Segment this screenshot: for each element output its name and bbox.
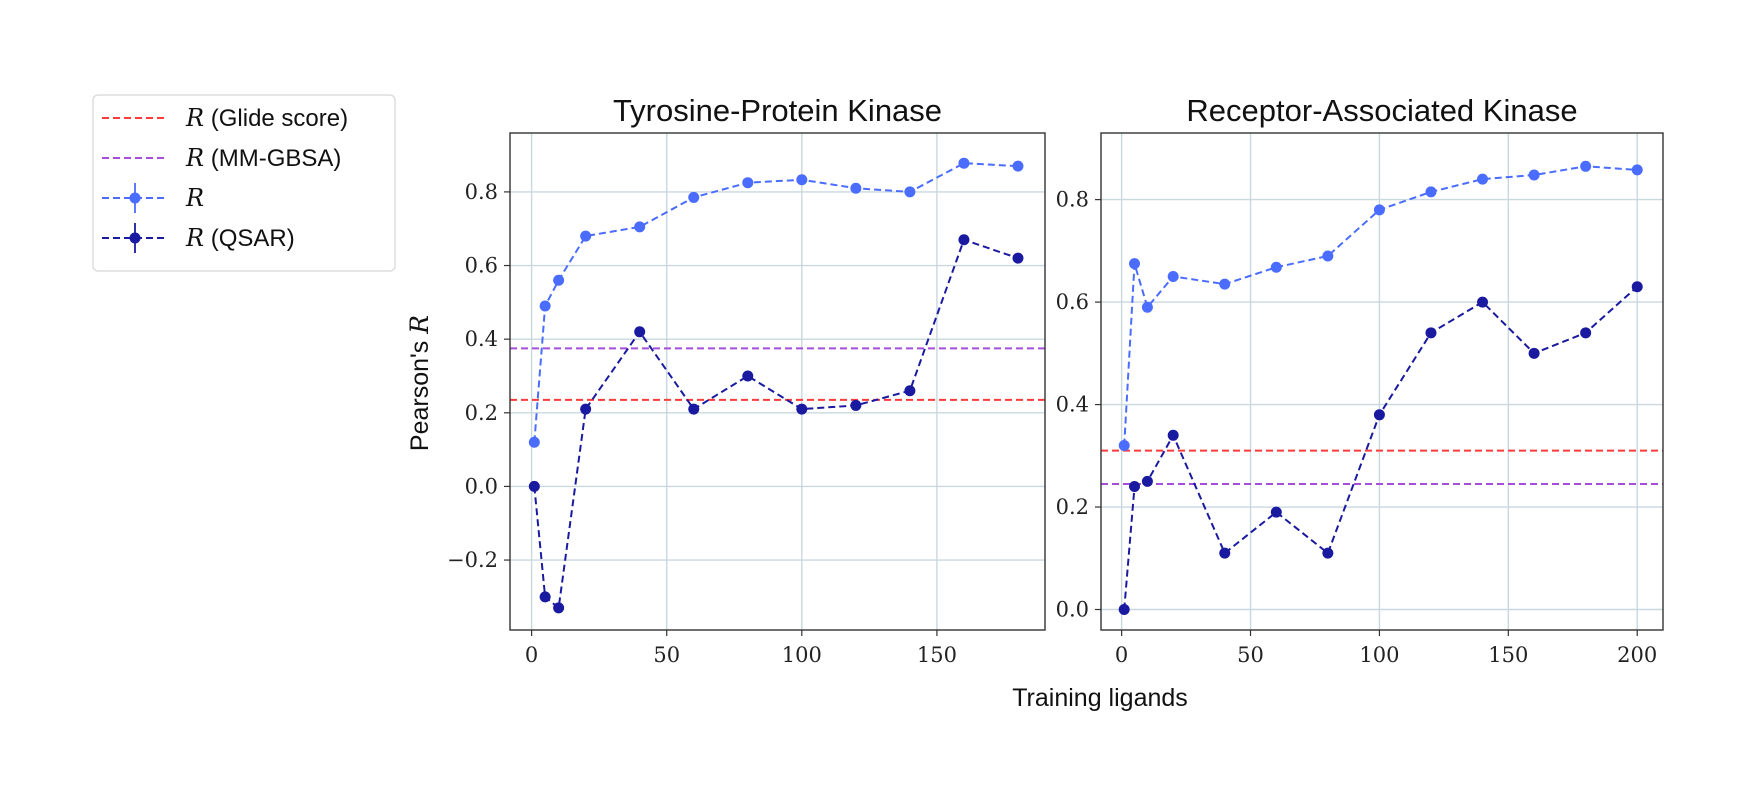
r-data-point xyxy=(1631,164,1643,176)
qsar-data-point xyxy=(634,326,646,338)
qsar-data-point xyxy=(1580,327,1592,339)
legend-label: R xyxy=(185,184,204,212)
legend-label: R (QSAR) xyxy=(185,224,295,252)
qsar-data-point xyxy=(1477,296,1489,308)
r-data-point xyxy=(1528,169,1540,181)
r-data-point xyxy=(742,177,754,189)
x-tick-label: 50 xyxy=(653,643,680,667)
qsar-data-point xyxy=(539,591,551,603)
qsar-series-line xyxy=(533,238,1019,610)
qsar-data-point xyxy=(1118,604,1130,616)
qsar-series-line xyxy=(1123,285,1638,610)
r-data-point xyxy=(1012,160,1024,172)
r-data-point xyxy=(1219,278,1231,290)
legend-label: R (Glide score) xyxy=(185,104,348,132)
x-tick-label: 200 xyxy=(1617,643,1657,667)
r-data-point xyxy=(1141,301,1153,313)
legend-frame xyxy=(92,94,396,272)
qsar-data-point xyxy=(1528,347,1540,359)
panel-tyrosine-protein-kinase: 0 50 100 150 −0.2 0.0 0.2 0.4 0.6 0.8 Tyrosine-Pro… xyxy=(447,93,1046,667)
qsar-data-point xyxy=(553,602,565,614)
qsar-data-point xyxy=(1322,547,1334,559)
r-data-point xyxy=(1477,173,1489,185)
y-tick-label: 0.4 xyxy=(1056,393,1089,417)
y-tick-label: 0.2 xyxy=(465,401,498,425)
qsar-data-point xyxy=(1141,475,1153,487)
legend: R (Glide score)R (MM-GBSA)RR (QSAR) xyxy=(92,94,396,272)
r-data-point xyxy=(688,191,700,203)
qsar-data-point xyxy=(1167,429,1179,441)
qsar-data-point xyxy=(688,403,700,415)
qsar-data-point xyxy=(580,403,592,415)
qsar-data-point xyxy=(1012,252,1024,264)
y-tick-label: 0.6 xyxy=(1056,290,1089,314)
r-data-point xyxy=(1167,270,1179,282)
qsar-data-point xyxy=(528,480,540,492)
y-tick-label: 0.0 xyxy=(465,474,498,498)
qsar-data-point xyxy=(904,385,916,397)
r-data-point xyxy=(553,274,565,286)
legend-symbol: R xyxy=(185,144,204,172)
y-tick-label: 0.2 xyxy=(1056,495,1089,519)
r-data-point xyxy=(958,157,970,169)
x-tick-label: 0 xyxy=(1115,643,1128,667)
legend-text: (MM-GBSA) xyxy=(204,145,341,172)
r-data-point xyxy=(528,436,540,448)
r-data-point xyxy=(1129,258,1141,270)
x-tick-label: 150 xyxy=(1488,643,1528,667)
r-data-point xyxy=(1322,250,1334,262)
chart-title: Tyrosine-Protein Kinase xyxy=(613,93,942,128)
y-tick-label: −0.2 xyxy=(447,548,498,572)
r-data-point xyxy=(580,230,592,242)
r-data-point xyxy=(1425,186,1437,198)
panel-receptor-associated-kinase: 0 50 100 150 200 0.0 0.2 0.4 0.6 0.8 Receptor-Asso… xyxy=(1056,93,1664,667)
r-data-point xyxy=(1118,440,1130,452)
r-data-point xyxy=(1373,204,1385,216)
x-tick-label: 50 xyxy=(1237,643,1264,667)
qsar-data-point xyxy=(1129,481,1141,493)
qsar-data-point xyxy=(1270,506,1282,518)
r-data-point xyxy=(796,174,808,186)
chart-title: Receptor-Associated Kinase xyxy=(1186,93,1577,128)
axes-frame xyxy=(509,132,1046,631)
legend-symbol: R xyxy=(185,224,204,252)
legend-symbol: R xyxy=(185,104,204,132)
r-data-point xyxy=(904,186,916,198)
y-tick-label: 0.8 xyxy=(465,180,498,204)
r-data-point xyxy=(539,300,551,312)
x-tick-label: 100 xyxy=(782,643,822,667)
legend-marker-sample xyxy=(129,192,141,204)
qsar-data-point xyxy=(1425,327,1437,339)
y-tick-label: 0.4 xyxy=(465,327,498,351)
y-tick-label: 0.8 xyxy=(1056,188,1089,212)
r-data-point xyxy=(850,182,862,194)
y-tick-label: 0.6 xyxy=(465,254,498,278)
legend-text: (QSAR) xyxy=(204,225,295,252)
legend-symbol: R xyxy=(185,184,204,212)
qsar-data-point xyxy=(796,403,808,415)
legend-text: (Glide score) xyxy=(204,105,348,132)
qsar-data-point xyxy=(1219,547,1231,559)
r-data-point xyxy=(1270,261,1282,273)
qsar-data-point xyxy=(850,399,862,411)
x-tick-label: 100 xyxy=(1359,643,1399,667)
qsar-data-point xyxy=(1373,409,1385,421)
r-data-point xyxy=(634,221,646,233)
r-data-point xyxy=(1580,160,1592,172)
y-tick-label: 0.0 xyxy=(1056,598,1089,622)
axes-frame xyxy=(1100,132,1664,631)
qsar-data-point xyxy=(1631,281,1643,293)
x-tick-label: 0 xyxy=(525,643,538,667)
x-tick-label: 150 xyxy=(917,643,957,667)
legend-marker-sample xyxy=(129,232,141,244)
qsar-data-point xyxy=(742,370,754,382)
legend-label: R (MM-GBSA) xyxy=(185,144,341,172)
y-axis-label: Pearson's R xyxy=(405,315,434,451)
qsar-data-point xyxy=(958,234,970,246)
x-axis-label: Training ligands xyxy=(1012,684,1188,712)
